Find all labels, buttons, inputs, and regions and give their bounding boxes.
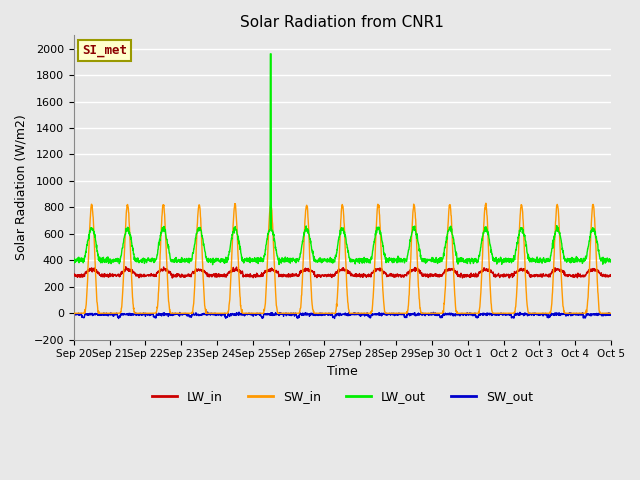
- SW_out: [499, 312, 507, 318]
- LW_out: [575, 257, 583, 263]
- SW_out: [370, 311, 378, 317]
- Legend: LW_in, SW_in, LW_out, SW_out: LW_in, SW_in, LW_out, SW_out: [147, 385, 538, 408]
- LW_in: [358, 271, 366, 277]
- LW_out: [499, 259, 507, 264]
- LW_in: [560, 269, 568, 275]
- SW_in: [358, 311, 365, 316]
- LW_in: [607, 273, 615, 278]
- LW_in: [122, 264, 130, 270]
- LW_out: [220, 259, 228, 265]
- Line: SW_out: SW_out: [74, 312, 611, 319]
- LW_out: [266, 51, 274, 57]
- Line: SW_in: SW_in: [74, 203, 611, 313]
- SW_in: [70, 311, 77, 316]
- Y-axis label: Solar Radiation (W/m2): Solar Radiation (W/m2): [15, 115, 28, 260]
- LW_out: [209, 262, 216, 267]
- SW_in: [607, 311, 615, 316]
- LW_out: [560, 256, 568, 262]
- SW_out: [204, 309, 211, 315]
- LW_in: [575, 272, 583, 277]
- SW_in: [220, 311, 227, 316]
- LW_out: [358, 260, 366, 266]
- SW_in: [560, 308, 568, 314]
- SW_out: [607, 312, 615, 318]
- LW_in: [220, 272, 228, 278]
- SW_in: [482, 200, 490, 206]
- LW_out: [70, 255, 77, 261]
- Title: Solar Radiation from CNR1: Solar Radiation from CNR1: [241, 15, 444, 30]
- LW_in: [506, 275, 513, 281]
- SW_in: [575, 311, 582, 316]
- SW_out: [220, 311, 228, 317]
- Line: LW_in: LW_in: [74, 267, 611, 278]
- SW_in: [499, 311, 506, 316]
- SW_out: [358, 311, 366, 316]
- LW_in: [370, 267, 378, 273]
- LW_out: [370, 241, 378, 247]
- SW_out: [560, 311, 568, 316]
- SW_out: [115, 316, 122, 322]
- LW_in: [499, 273, 506, 278]
- X-axis label: Time: Time: [327, 365, 358, 378]
- Text: SI_met: SI_met: [82, 44, 127, 57]
- SW_out: [70, 312, 77, 318]
- Line: LW_out: LW_out: [74, 54, 611, 264]
- SW_out: [575, 311, 583, 316]
- LW_out: [607, 257, 615, 263]
- SW_in: [369, 291, 377, 297]
- LW_in: [70, 273, 77, 279]
